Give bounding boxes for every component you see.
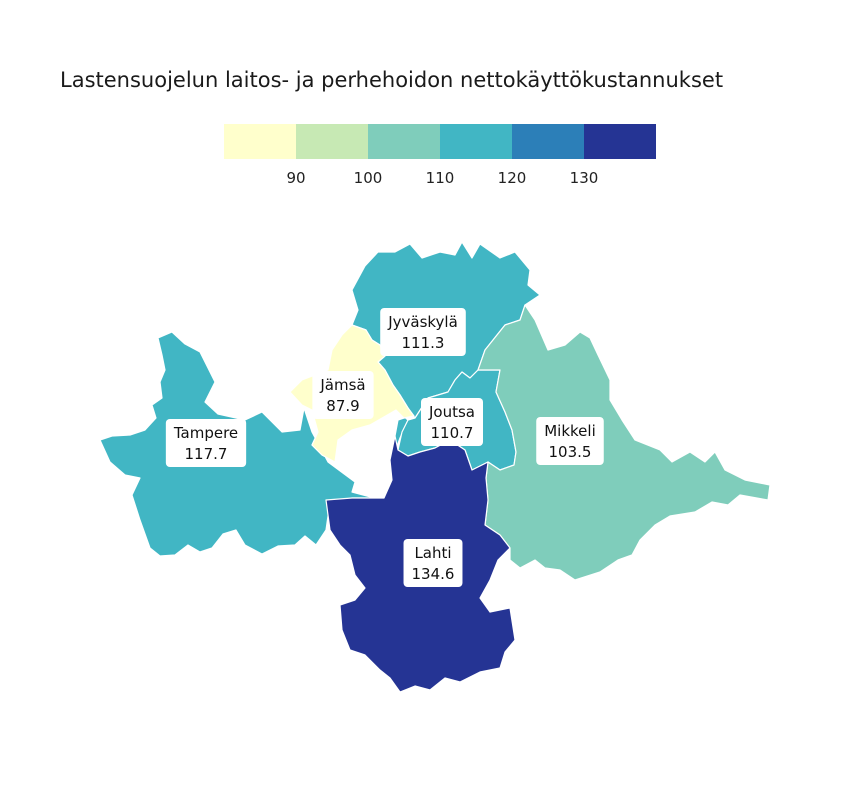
region-label-tampere: Tampere 117.7: [165, 419, 247, 467]
region-name: Jämsä: [319, 376, 365, 394]
region-label-joutsa: Joutsa 110.7: [421, 398, 483, 446]
label-box: [312, 371, 374, 419]
region-label-jyvaskyla: Jyväskylä 111.3: [380, 308, 466, 356]
label-box: [536, 417, 604, 465]
region-value: 117.7: [185, 445, 228, 463]
region-name: Jyväskylä: [387, 313, 458, 331]
region-name: Tampere: [173, 424, 238, 442]
region-name: Lahti: [414, 544, 451, 562]
label-box: [165, 419, 247, 467]
map-title: Lastensuojelun laitos- ja perhehoidon ne…: [60, 68, 724, 92]
legend-swatch: [584, 124, 656, 159]
legend-swatch: [440, 124, 512, 159]
region-name: Mikkeli: [544, 422, 596, 440]
region-label-jamsa: Jämsä 87.9: [312, 371, 374, 419]
region-label-lahti: Lahti 134.6: [403, 539, 463, 587]
legend-swatch: [512, 124, 584, 159]
legend-tick-label: 130: [570, 169, 599, 187]
legend-swatch: [224, 124, 296, 159]
legend-swatch: [296, 124, 368, 159]
region-value: 134.6: [412, 565, 455, 583]
legend-tick-label: 100: [354, 169, 383, 187]
region-name: Joutsa: [428, 403, 475, 421]
legend-tick-label: 120: [498, 169, 527, 187]
label-box: [380, 308, 466, 356]
legend-tick-label: 110: [426, 169, 455, 187]
region-mikkeli[interactable]: [477, 304, 771, 581]
color-legend: 90 100 110 120 130: [224, 124, 656, 187]
label-box: [403, 539, 463, 587]
region-label-mikkeli: Mikkeli 103.5: [536, 417, 604, 465]
region-value: 87.9: [326, 397, 359, 415]
legend-swatch: [368, 124, 440, 159]
label-box: [421, 398, 483, 446]
legend-tick-label: 90: [286, 169, 305, 187]
region-value: 111.3: [402, 334, 445, 352]
region-value: 103.5: [549, 443, 592, 461]
region-value: 110.7: [431, 424, 474, 442]
